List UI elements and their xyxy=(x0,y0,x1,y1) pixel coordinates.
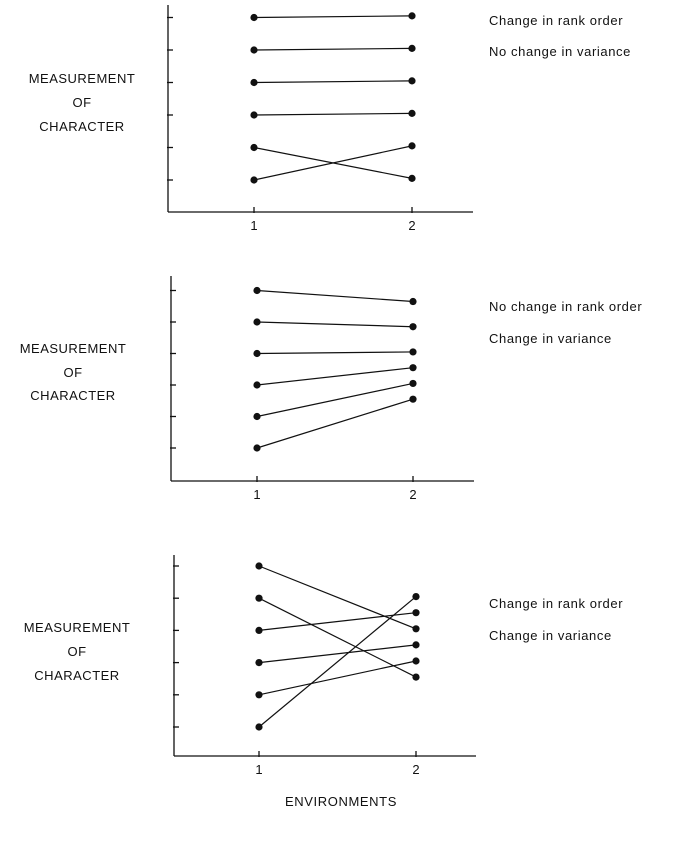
data-point xyxy=(412,673,420,681)
data-point xyxy=(253,412,261,421)
data-point xyxy=(409,364,417,372)
data-point xyxy=(409,395,417,403)
series-line xyxy=(256,382,414,418)
y-axis-label: OF xyxy=(63,365,82,380)
data-point xyxy=(250,78,258,87)
series-line xyxy=(258,596,417,728)
series-line xyxy=(253,15,413,19)
data-point xyxy=(253,381,261,389)
data-point xyxy=(255,659,263,667)
data-point xyxy=(253,286,261,295)
x-tick-label: 2 xyxy=(409,487,416,502)
series-line xyxy=(256,289,414,303)
data-point xyxy=(412,625,420,633)
series-line xyxy=(258,612,417,631)
data-point xyxy=(255,723,263,731)
data-point xyxy=(412,592,420,601)
data-point xyxy=(408,12,416,20)
y-axis-label: CHARACTER xyxy=(30,388,115,403)
data-point xyxy=(250,13,258,22)
series-line xyxy=(258,660,417,696)
y-axis-label: MEASUREMENT xyxy=(24,620,131,635)
data-point xyxy=(412,609,420,617)
x-axis-title: ENVIRONMENTS xyxy=(285,794,397,809)
data-point xyxy=(255,691,263,699)
panel-2: 1 2 MEASUREMENT OF CHARACTER No change in ran… xyxy=(20,276,642,502)
series-line xyxy=(256,351,414,355)
x-tick-label: 1 xyxy=(250,218,257,233)
series-line xyxy=(253,47,413,51)
y-axis-label: CHARACTER xyxy=(34,668,119,683)
series-line xyxy=(258,597,417,678)
series-line xyxy=(253,112,413,116)
panel-1: 1 2 MEASUREMENT OF CHARACTER Change in rank o… xyxy=(29,5,631,233)
panel-3: 1 2 MEASUREMENT OF CHARACTER Change in rank o… xyxy=(24,555,623,777)
data-point xyxy=(412,657,420,665)
data-point xyxy=(250,176,258,184)
data-point xyxy=(255,594,263,602)
x-tick-label: 2 xyxy=(412,762,419,777)
data-point xyxy=(409,348,417,356)
data-point xyxy=(409,323,417,331)
data-point xyxy=(408,142,416,150)
data-point xyxy=(409,379,417,388)
data-point xyxy=(408,174,416,182)
annotation: Change in rank order xyxy=(489,596,623,611)
data-point xyxy=(250,111,258,119)
y-axis-label: OF xyxy=(67,644,86,659)
annotation: No change in variance xyxy=(489,44,631,59)
data-point xyxy=(253,318,261,326)
x-tick-label: 2 xyxy=(408,218,415,233)
annotation: Change in variance xyxy=(489,628,612,643)
data-point xyxy=(253,444,261,452)
y-axis-label: MEASUREMENT xyxy=(20,341,127,356)
data-point xyxy=(412,641,420,649)
data-point xyxy=(408,109,416,117)
annotation: Change in variance xyxy=(489,331,612,346)
data-point xyxy=(250,143,258,152)
series-line xyxy=(253,80,413,84)
series-line xyxy=(253,145,413,181)
data-point xyxy=(253,349,261,358)
data-point xyxy=(409,297,417,306)
data-point xyxy=(255,626,263,635)
y-axis-label: MEASUREMENT xyxy=(29,71,136,86)
series-line xyxy=(256,367,414,386)
series-line xyxy=(256,398,414,449)
x-tick-label: 1 xyxy=(253,487,260,502)
series-line xyxy=(256,321,414,328)
data-point xyxy=(250,46,258,54)
annotation: No change in rank order xyxy=(489,299,642,314)
x-tick-label: 1 xyxy=(255,762,262,777)
data-point xyxy=(255,562,263,570)
series-line xyxy=(258,565,417,630)
data-point xyxy=(408,77,416,85)
y-axis-label: OF xyxy=(72,95,91,110)
annotation: Change in rank order xyxy=(489,13,623,28)
y-axis-label: CHARACTER xyxy=(39,119,124,134)
data-point xyxy=(408,44,416,52)
series-line xyxy=(258,644,417,664)
